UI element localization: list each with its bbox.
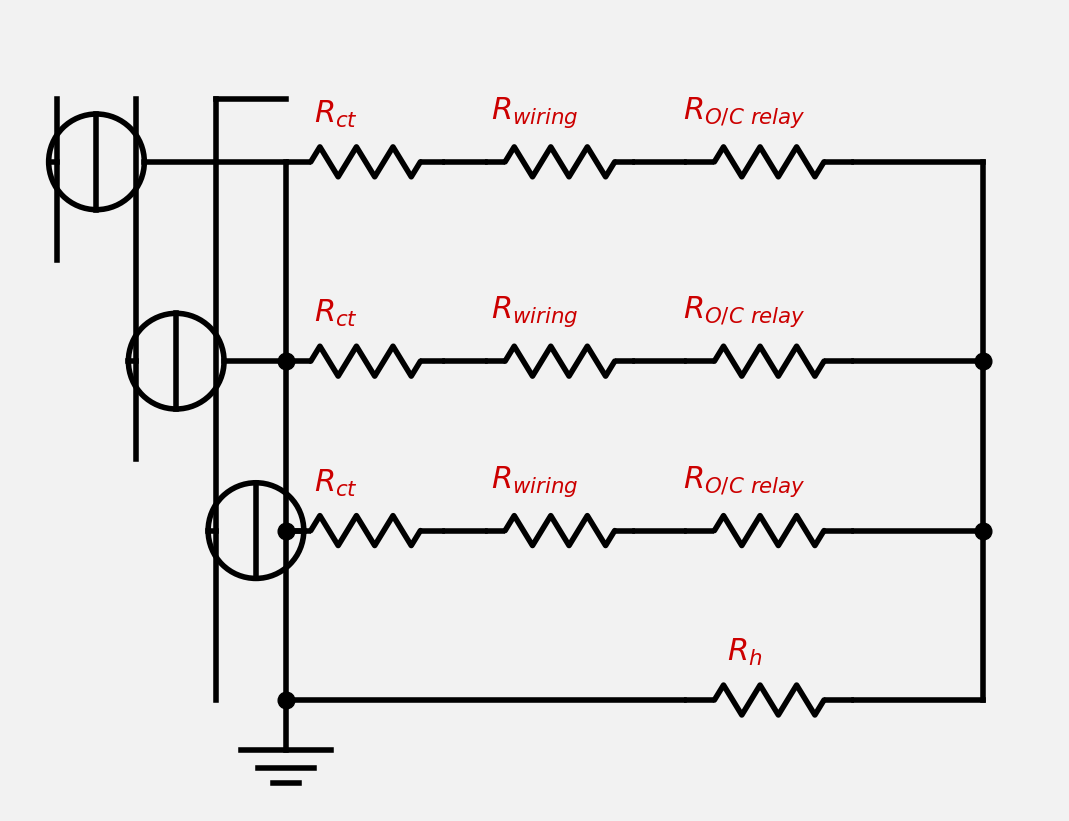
Text: $R_{ct}$: $R_{ct}$ bbox=[313, 468, 358, 498]
Text: $R_{wiring}$: $R_{wiring}$ bbox=[492, 295, 578, 329]
Text: $R_{O/C\ relay}$: $R_{O/C\ relay}$ bbox=[683, 95, 806, 130]
Text: $R_{ct}$: $R_{ct}$ bbox=[313, 298, 358, 329]
Text: $R_h$: $R_h$ bbox=[727, 637, 762, 668]
Text: $R_{O/C\ relay}$: $R_{O/C\ relay}$ bbox=[683, 464, 806, 498]
Text: $R_{wiring}$: $R_{wiring}$ bbox=[492, 95, 578, 130]
Text: $R_{wiring}$: $R_{wiring}$ bbox=[492, 464, 578, 498]
Text: $R_{O/C\ relay}$: $R_{O/C\ relay}$ bbox=[683, 295, 806, 329]
Text: $R_{ct}$: $R_{ct}$ bbox=[313, 99, 358, 130]
